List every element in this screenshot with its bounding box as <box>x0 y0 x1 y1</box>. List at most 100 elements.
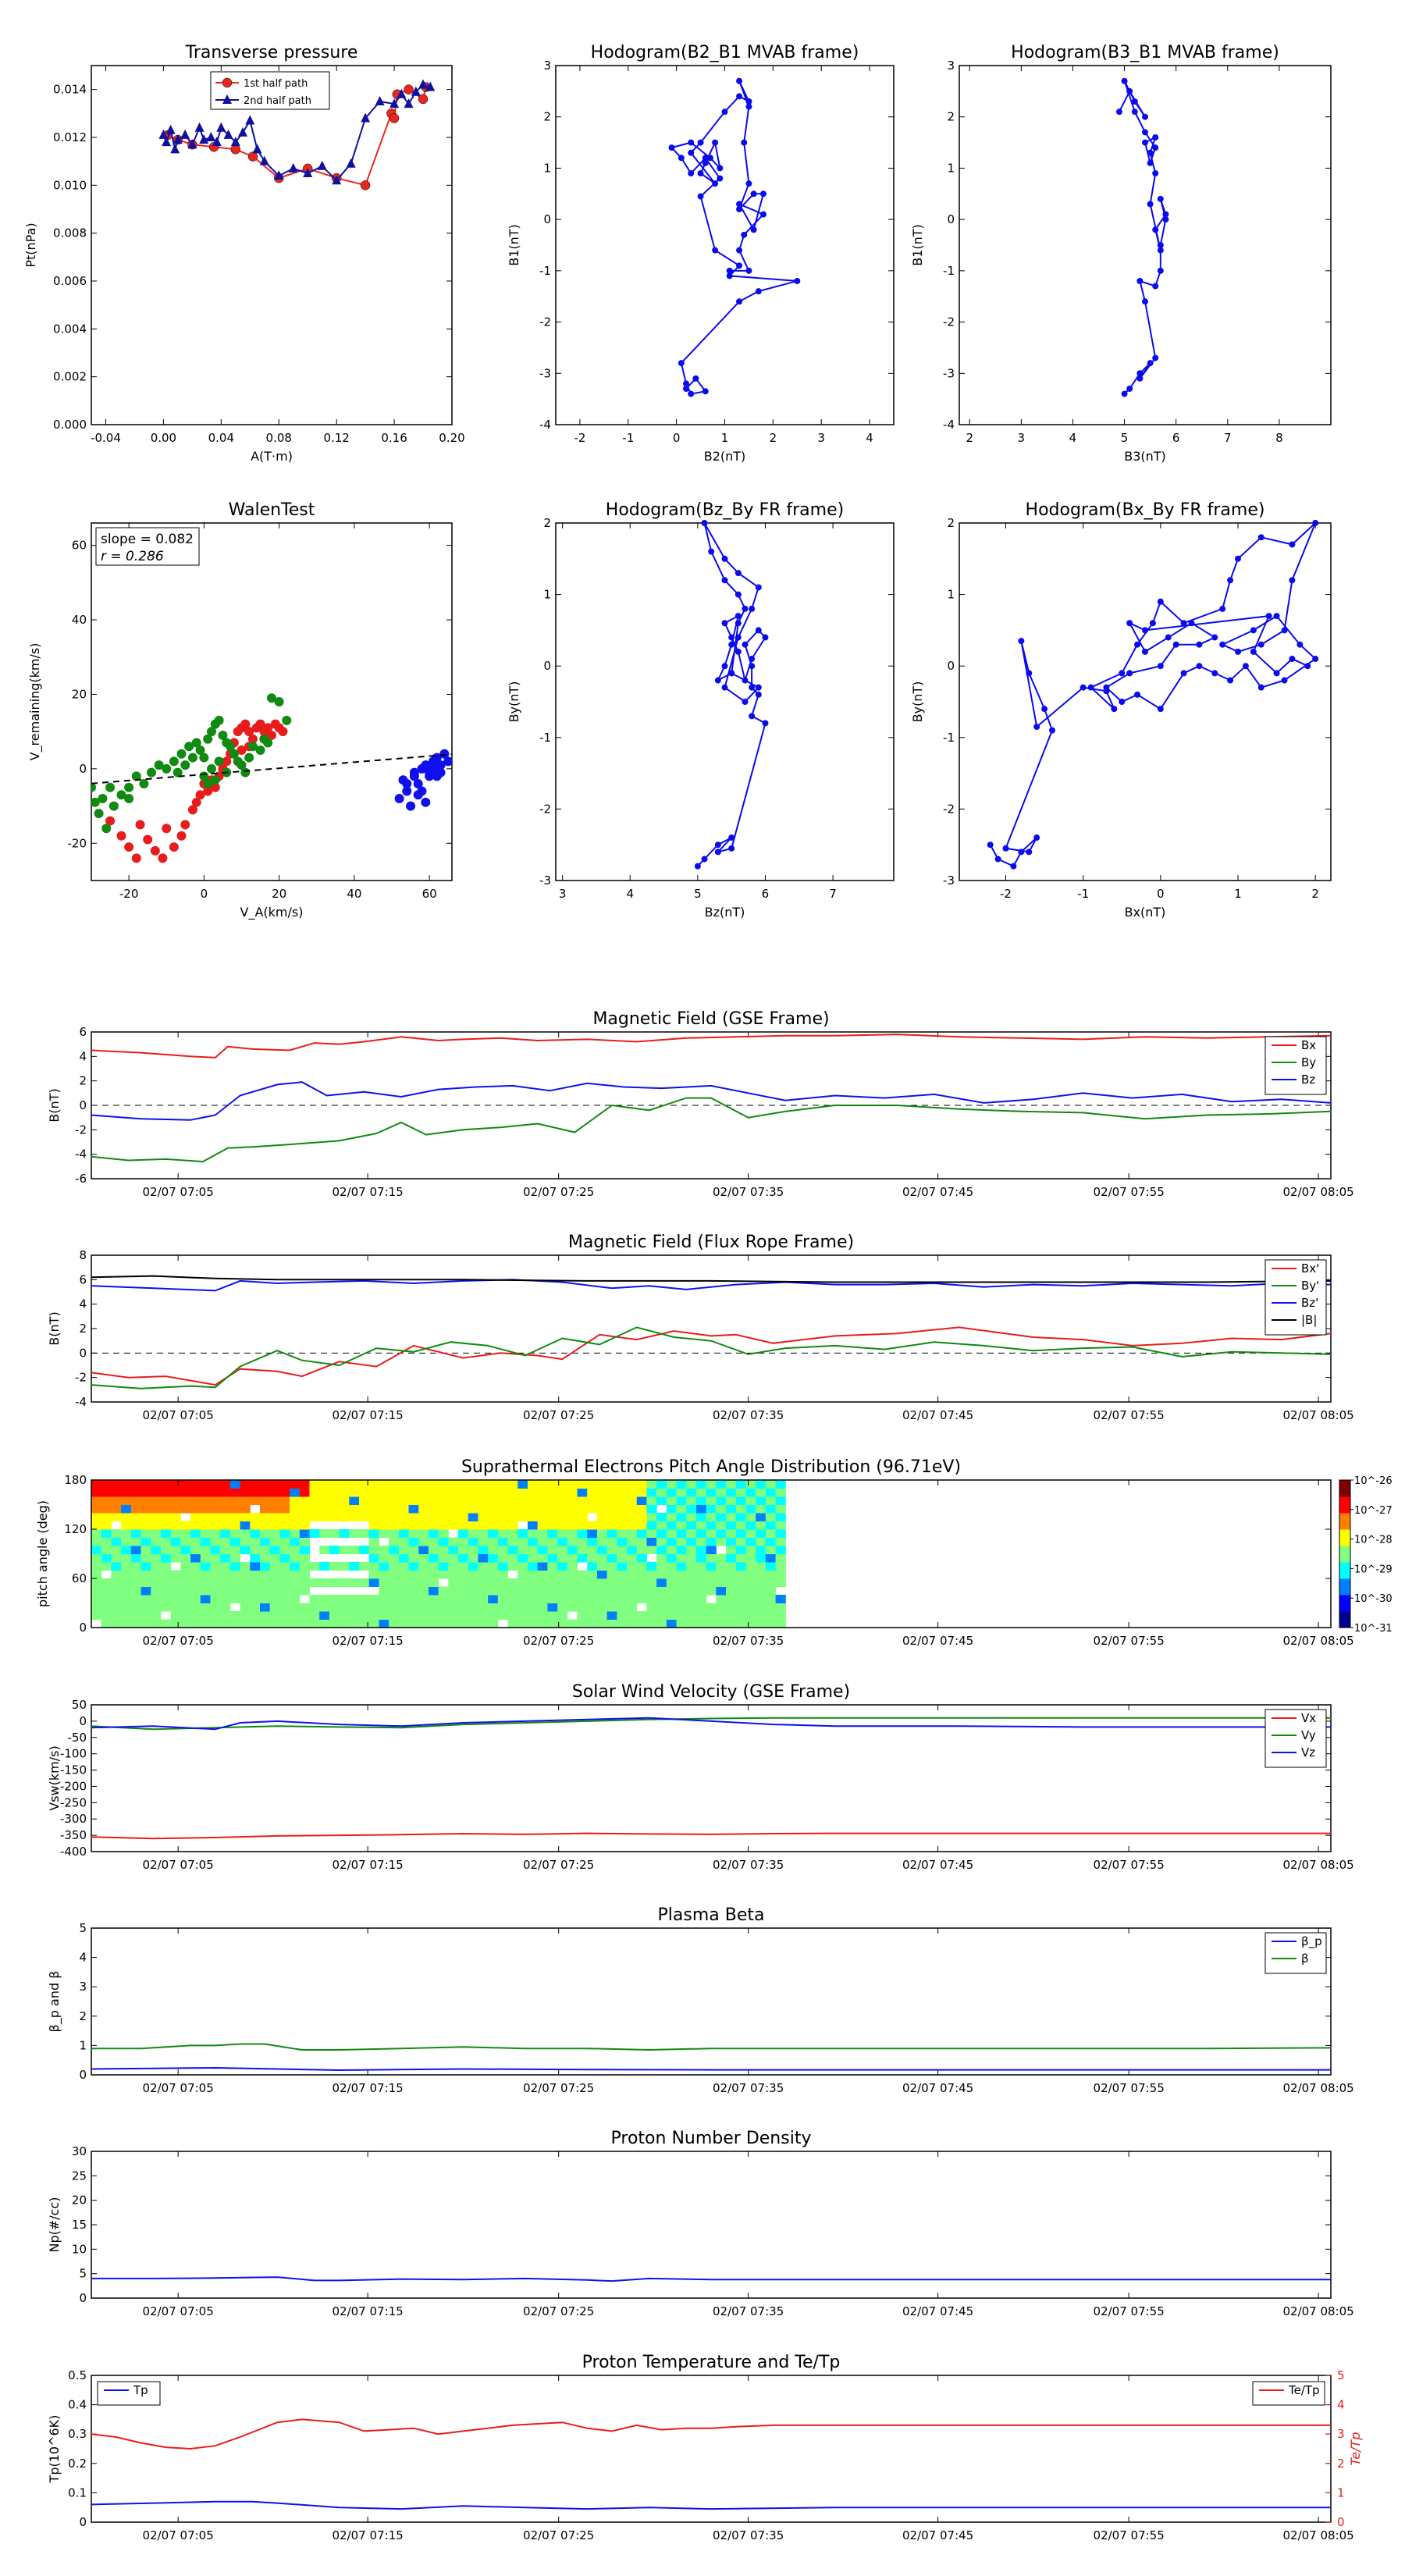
series-line <box>91 2043 1332 2051</box>
data-point <box>755 627 762 634</box>
heatmap-cell <box>527 1562 539 1571</box>
data-point <box>701 520 708 526</box>
data-point <box>1172 641 1179 648</box>
heatmap-cell <box>695 1537 707 1546</box>
legend-label: Bx' <box>1301 1261 1319 1276</box>
heatmap-cell <box>735 1595 746 1603</box>
heatmap-cell <box>240 1603 251 1612</box>
heatmap-cell <box>617 1570 628 1579</box>
heatmap-cell <box>200 1496 211 1505</box>
heatmap-cell <box>686 1619 697 1628</box>
heatmap-cell <box>617 1504 628 1514</box>
heatmap-cell <box>596 1578 608 1587</box>
y-tick-label: 0 <box>79 2068 87 2082</box>
y-tick-label: 0 <box>947 212 955 226</box>
heatmap-cell <box>398 1546 410 1554</box>
x-tick-label: 0.12 <box>323 431 349 445</box>
data-point <box>1250 627 1257 634</box>
heatmap-cell <box>229 1504 241 1514</box>
heatmap-cell <box>577 1496 588 1505</box>
x-tick-label: 5 <box>1121 431 1129 445</box>
heatmap-cell <box>269 1496 280 1505</box>
heatmap-cell <box>418 1488 429 1497</box>
heatmap-cell <box>468 1521 478 1530</box>
heatmap-cell <box>359 1578 370 1587</box>
heatmap-cell <box>91 1521 102 1530</box>
heatmap-cell <box>220 1619 231 1628</box>
data-point <box>1157 242 1164 248</box>
data-point <box>1026 670 1033 677</box>
heatmap-cell <box>130 1603 142 1612</box>
chart-title: Plasma Beta <box>658 1905 765 1925</box>
data-point <box>247 151 258 162</box>
heatmap-cell <box>527 1619 539 1628</box>
heatmap-cell <box>428 1586 439 1596</box>
heatmap-cell <box>756 1570 767 1579</box>
heatmap-cell <box>468 1513 478 1521</box>
heatmap-cell <box>468 1553 478 1563</box>
colorbar-segment <box>1339 1496 1350 1514</box>
heatmap-cell <box>279 1496 290 1505</box>
heatmap-cell <box>458 1537 469 1546</box>
heatmap-cell <box>497 1553 509 1563</box>
heatmap-cell <box>507 1603 518 1612</box>
heatmap-cell <box>577 1611 588 1620</box>
heatmap-cell <box>666 1504 678 1514</box>
heatmap-cell <box>468 1537 478 1546</box>
x-axis-label: V_A(km/s) <box>240 905 304 920</box>
heatmap-cell <box>716 1619 727 1628</box>
heatmap-cell <box>269 1537 280 1546</box>
data-point <box>694 863 701 870</box>
heatmap-cell <box>319 1603 330 1612</box>
heatmap-cell <box>170 1480 181 1489</box>
data-point <box>346 158 356 168</box>
data-point <box>688 170 695 176</box>
heatmap-cell <box>478 1546 489 1554</box>
heatmap-cell <box>547 1488 558 1497</box>
y-tick-label: 60 <box>72 539 87 553</box>
heatmap-cell <box>91 1546 102 1554</box>
heatmap-cell <box>756 1586 767 1596</box>
heatmap-cell <box>656 1521 667 1530</box>
heatmap-cell <box>666 1595 678 1603</box>
data-point <box>987 841 994 849</box>
heatmap-cell <box>130 1496 142 1505</box>
heatmap-cell <box>210 1504 221 1514</box>
heatmap-cell <box>458 1513 469 1521</box>
data-point <box>252 144 262 154</box>
heatmap-cell <box>527 1578 539 1587</box>
heatmap-cell <box>617 1529 628 1538</box>
heatmap-cell <box>299 1537 310 1546</box>
x-tick-label: 02/07 08:05 <box>1283 1185 1354 1199</box>
heatmap-cell <box>468 1488 478 1497</box>
heatmap-cell <box>279 1504 290 1514</box>
heatmap-cell <box>368 1553 379 1563</box>
heatmap-cell <box>557 1595 568 1603</box>
heatmap-cell <box>695 1521 707 1530</box>
heatmap-cell <box>666 1521 678 1530</box>
heatmap-cell <box>656 1603 667 1612</box>
heatmap-cell <box>448 1537 459 1546</box>
heatmap-cell <box>349 1529 360 1538</box>
heatmap-cell <box>656 1586 667 1596</box>
data-point <box>749 684 756 691</box>
heatmap-cell <box>111 1513 122 1521</box>
heatmap-cell <box>240 1529 251 1538</box>
heatmap-cell <box>160 1570 172 1579</box>
heatmap-cell <box>518 1488 528 1497</box>
heatmap-cell <box>279 1488 290 1497</box>
data-point <box>1147 149 1154 156</box>
y-tick-label: -4 <box>943 418 955 432</box>
legend-label: Bz' <box>1301 1296 1318 1310</box>
heatmap-cell <box>250 1537 261 1546</box>
x-tick-label: 3 <box>817 431 825 445</box>
heatmap-cell <box>368 1480 379 1489</box>
heatmap-cell <box>596 1537 608 1546</box>
heatmap-cell <box>735 1504 746 1514</box>
heatmap-cell <box>735 1586 746 1596</box>
heatmap-cell <box>507 1488 518 1497</box>
heatmap-cell <box>488 1595 499 1603</box>
heatmap-cell <box>756 1496 767 1505</box>
data-point <box>207 763 216 774</box>
heatmap-cell <box>210 1480 221 1489</box>
